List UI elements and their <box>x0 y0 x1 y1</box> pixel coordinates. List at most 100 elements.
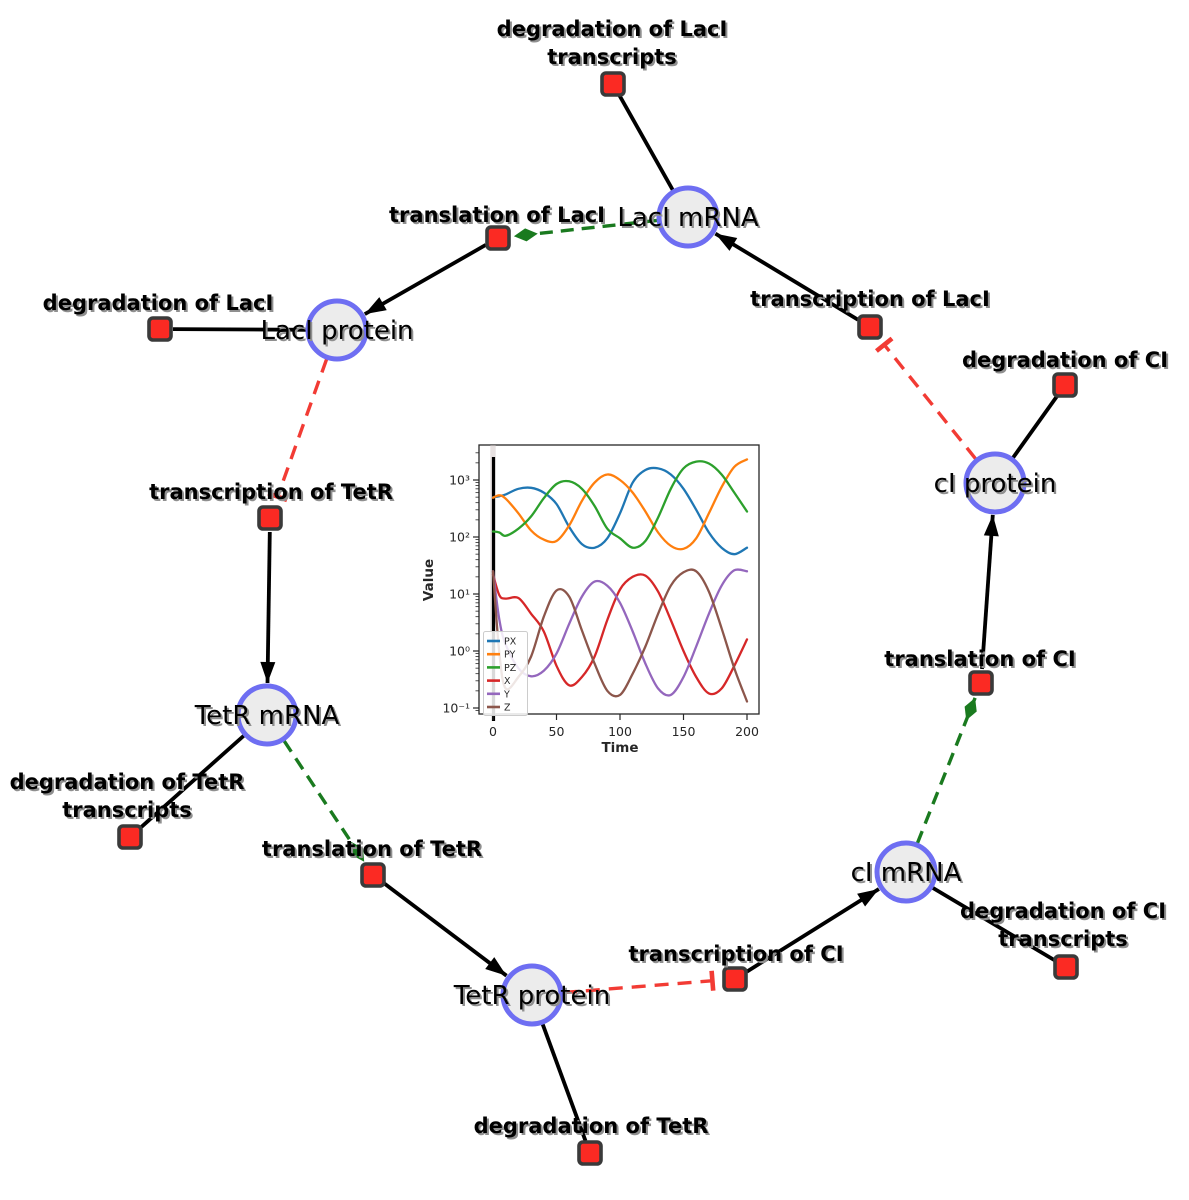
svg-text:translation of LacI: translation of LacI <box>389 203 605 227</box>
reaction-node-deg-ci[interactable] <box>1052 372 1078 398</box>
svg-text:TetR protein: TetR protein <box>453 981 610 1011</box>
edge-tetr-mrna-to-deg-tetr-transcripts <box>138 733 246 830</box>
chart-ytick-label: 10⁻¹ <box>442 701 470 716</box>
svg-text:LacI mRNA: LacI mRNA <box>619 205 760 235</box>
svg-text:degradation of TetR: degradation of TetR <box>474 1114 709 1138</box>
svg-text:transcripts: transcripts <box>64 800 194 824</box>
edge-laci-mrna-to-translation-laci <box>513 218 658 242</box>
chart-legend: PX PY PZ XYZ <box>483 631 528 716</box>
svg-text:cI mRNA: cI mRNA <box>851 858 962 888</box>
chart-series-PZ <box>491 460 749 549</box>
chart-ytick-label: 10¹ <box>449 587 470 602</box>
edge-ci-mrna-to-deg-ci-transcripts <box>930 885 1056 963</box>
species-node-laci-mrna[interactable] <box>656 185 720 249</box>
svg-text:transcripts: transcripts <box>998 927 1128 951</box>
svg-text:TetR protein: TetR protein <box>455 983 612 1013</box>
svg-text:transcripts: transcripts <box>62 798 192 822</box>
legend-label-Y: Y <box>503 689 510 700</box>
svg-text:degradation of TetR: degradation of TetR <box>12 772 247 796</box>
svg-text:degradation of LacI: degradation of LacI <box>45 293 276 317</box>
svg-text:transcription of CI: transcription of CI <box>630 944 845 968</box>
edge-tetr-protein-to-transcription-ci <box>562 970 716 995</box>
reaction-node-transcription-ci[interactable] <box>722 966 748 992</box>
reaction-node-deg-laci-transcripts[interactable] <box>600 71 626 97</box>
legend-label-X: X <box>504 676 511 687</box>
edge-translation-laci-to-laci-protein <box>363 243 487 316</box>
svg-text:degradation of TetR: degradation of TetR <box>10 770 245 794</box>
chart-xtick-label: 200 <box>735 724 759 739</box>
reaction-node-deg-tetr[interactable] <box>577 1140 603 1166</box>
svg-text:degradation of LacI: degradation of LacI <box>43 291 274 315</box>
edge-ci-mrna-to-translation-ci <box>915 697 977 844</box>
svg-text:transcription of LacI: transcription of LacI <box>750 287 990 311</box>
chart-ytick-label: 10³ <box>449 473 470 488</box>
svg-text:degradation of CI: degradation of CI <box>960 899 1166 923</box>
svg-text:transcripts: transcripts <box>547 45 677 69</box>
inset-chart: 0 50 100 150 20010³10²10¹10⁰10⁻¹TimeValuePXP… <box>421 444 760 756</box>
species-node-laci-protein[interactable] <box>305 298 369 362</box>
edge-transcription-laci-to-laci-mrna <box>714 231 859 322</box>
reaction-node-deg-tetr-transcripts[interactable] <box>117 824 143 850</box>
chart-series-X <box>491 573 749 696</box>
svg-text:LacI mRNA: LacI mRNA <box>617 203 758 233</box>
svg-text:degradation of CI: degradation of CI <box>962 901 1168 925</box>
svg-text:degradation of LacI: degradation of LacI <box>499 19 730 43</box>
svg-text:cI protein: cI protein <box>936 471 1059 501</box>
svg-text:degradation of CI: degradation of CI <box>964 350 1170 374</box>
svg-text:TetR mRNA: TetR mRNA <box>196 703 342 733</box>
svg-text:cI protein: cI protein <box>934 469 1057 499</box>
legend-label-PX: PX <box>504 637 517 648</box>
legend-label-PY: PY <box>504 650 516 661</box>
edges-layer <box>138 94 1059 1142</box>
edge-transcription-ci-to-ci-mrna <box>745 887 880 974</box>
reaction-node-transcription-tetr[interactable] <box>257 505 283 531</box>
species-node-ci-mrna[interactable] <box>874 840 938 904</box>
species-node-tetr-protein[interactable] <box>500 963 564 1027</box>
svg-text:transcription of TetR: transcription of TetR <box>149 480 393 504</box>
edge-translation-ci-to-ci-protein <box>980 514 999 670</box>
chart-ytick-label: 10⁰ <box>449 644 470 659</box>
chart-ylabel: Value <box>421 559 437 601</box>
svg-text:transcripts: transcripts <box>549 47 679 71</box>
species-node-ci-protein[interactable] <box>963 451 1027 515</box>
chart-ytick-label: 10² <box>449 530 470 545</box>
edge-tetr-mrna-to-translation-tetr <box>282 739 366 863</box>
reaction-node-deg-laci[interactable] <box>147 316 173 342</box>
svg-text:LacI protein: LacI protein <box>260 316 413 346</box>
svg-text:LacI protein: LacI protein <box>262 318 415 348</box>
chart-xtick-label: 0 <box>489 724 497 739</box>
reaction-node-translation-tetr[interactable] <box>360 862 386 888</box>
svg-text:cI mRNA: cI mRNA <box>853 860 964 890</box>
reaction-node-translation-ci[interactable] <box>968 670 994 696</box>
species-node-tetr-mrna[interactable] <box>235 683 299 747</box>
reaction-node-deg-ci-transcripts[interactable] <box>1053 954 1079 980</box>
edge-transcription-tetr-to-tetr-mrna <box>260 531 276 684</box>
svg-text:translation of TetR: translation of TetR <box>264 839 484 863</box>
reaction-node-transcription-laci[interactable] <box>857 314 883 340</box>
edge-ci-protein-to-deg-ci <box>1010 394 1059 460</box>
edge-laci-protein-to-deg-laci <box>172 327 308 332</box>
chart-series-PX <box>491 466 749 556</box>
svg-text:TetR mRNA: TetR mRNA <box>194 701 340 731</box>
svg-text:translation of CI: translation of CI <box>884 647 1075 671</box>
reaction-node-translation-laci[interactable] <box>485 225 511 251</box>
chart-xtick-label: 150 <box>672 724 696 739</box>
chart-xtick-label: 100 <box>608 724 632 739</box>
